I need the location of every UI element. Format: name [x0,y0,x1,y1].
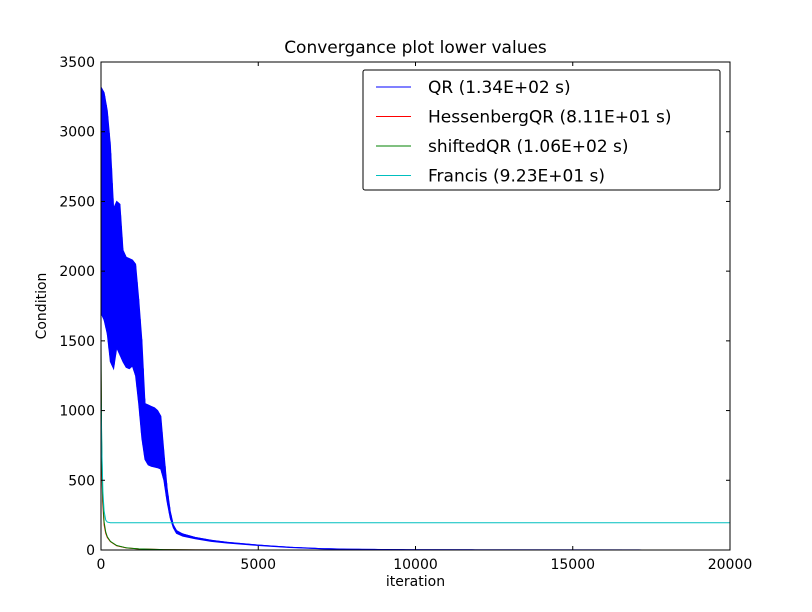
legend-label: Francis (9.23E+01 s) [428,167,605,187]
x-tick-label: 15000 [550,557,595,573]
y-tick-label: 1000 [59,404,95,420]
x-tick-label: 0 [97,557,106,573]
y-tick-label: 2500 [59,194,95,210]
y-tick-label: 2000 [59,264,95,280]
legend-label: HessenbergQR (8.11E+01 s) [428,108,672,128]
y-tick-label: 3500 [59,55,95,71]
y-tick-label: 1500 [59,334,95,350]
y-tick-label: 0 [86,543,95,559]
y-tick-label: 3000 [59,125,95,141]
chart-title: Convergance plot lower values [284,38,547,58]
y-axis-label: Condition [34,273,50,340]
series-4-line [101,396,730,524]
x-tick-label: 10000 [393,557,438,573]
y-tick-label: 500 [68,473,95,489]
ticks-layer: 0 5000 10000 15000 20000 0 500 1000 1500 2000 2500… [59,55,752,573]
x-tick-label: 5000 [240,557,276,573]
legend: QR (1.34E+02 s) HessenbergQR (8.11E+01 s)… [362,69,721,191]
x-axis-label: iteration [386,574,445,590]
legend-label: QR (1.34E+02 s) [428,78,571,98]
x-tick-label: 20000 [708,557,753,573]
legend-box [362,69,721,191]
legend-label: shiftedQR (1.06E+02 s) [428,137,629,157]
